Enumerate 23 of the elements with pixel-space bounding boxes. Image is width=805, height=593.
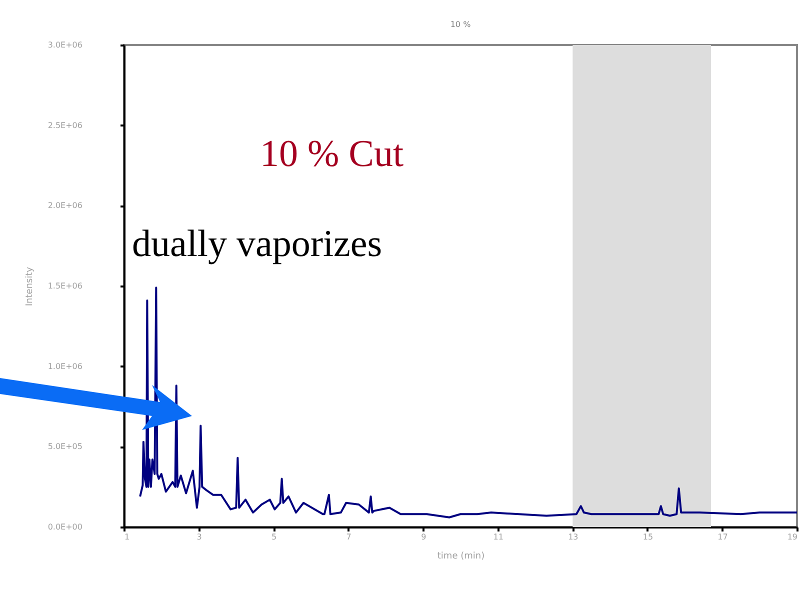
y-tick-label: 2.0E+06 (48, 201, 82, 210)
x-tick-label: 7 (346, 532, 352, 542)
y-tick-label: 5.0E+05 (48, 442, 82, 452)
x-tick-label: 13 (568, 532, 578, 542)
x-axis-title: time (min) (437, 552, 485, 562)
x-tick-label: 9 (421, 532, 426, 542)
x-tick-label: 17 (718, 532, 728, 542)
y-tick-label: 1.5E+06 (48, 282, 82, 290)
y-axis-title: Intensity (24, 266, 35, 306)
line-series (139, 286, 797, 518)
x-tick-label: 3 (196, 532, 202, 542)
annotation: dually vaporizes (132, 222, 382, 266)
x-tick-label: 11 (493, 532, 504, 542)
y-tick-label: 3.0E+06 (48, 40, 82, 50)
y-tick-label: 1.0E+06 (48, 362, 82, 371)
x-tick-label: 15 (642, 532, 654, 542)
annotation: 10 % Cut (260, 132, 404, 176)
y-tick-label: 2.5E+06 (48, 120, 82, 130)
chart-title: 10 % (450, 20, 472, 29)
y-tick-label: 0.0E+00 (48, 522, 82, 532)
x-tick-label: 19 (787, 532, 798, 542)
x-tick-label: 5 (272, 532, 277, 542)
x-tick-label: 1 (124, 532, 130, 542)
